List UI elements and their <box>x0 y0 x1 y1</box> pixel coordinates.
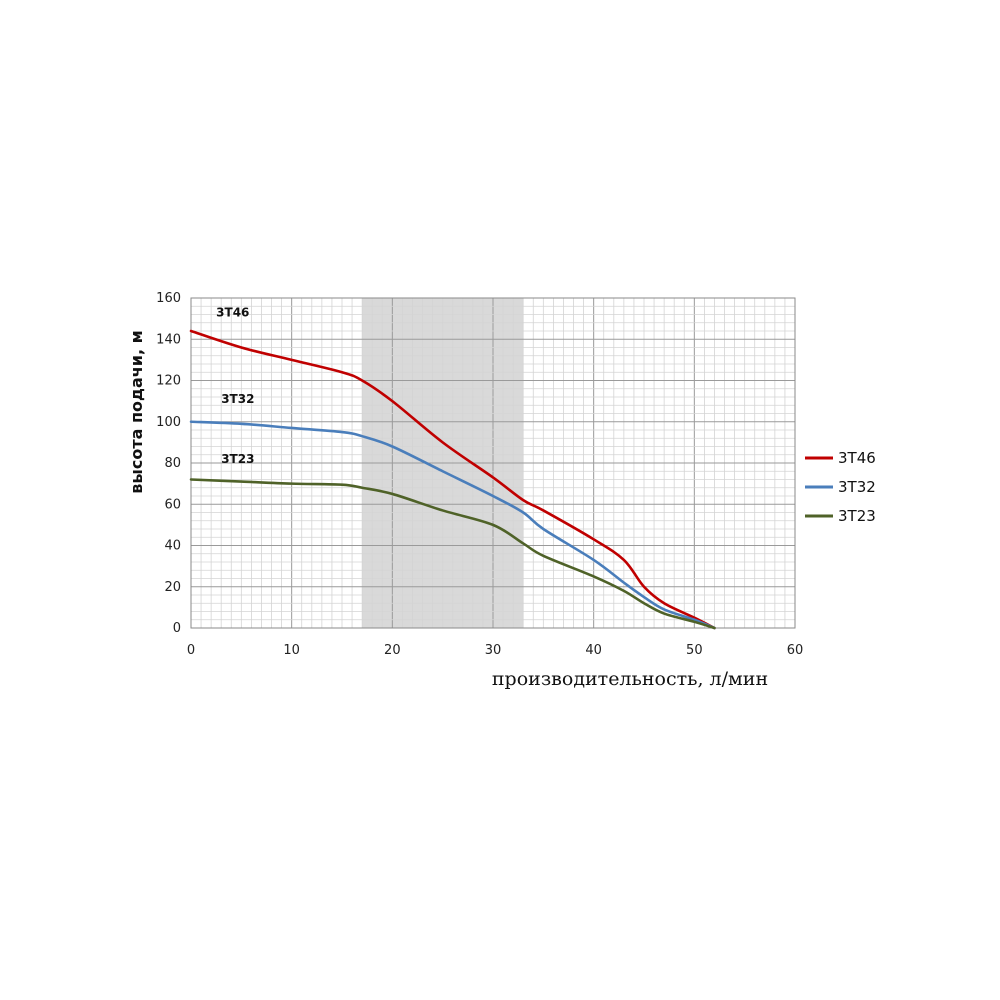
x-tick-label: 0 <box>187 643 195 658</box>
series-line-3t46 <box>189 329 716 630</box>
x-tick-label: 10 <box>283 643 300 658</box>
y-axis-label: высота подачи, м <box>127 330 146 493</box>
y-tick-label: 120 <box>156 374 181 389</box>
y-tick-label: 20 <box>164 580 181 595</box>
y-tick-label: 80 <box>164 456 181 471</box>
y-tick-label: 160 <box>156 291 181 306</box>
legend-label-3t23: 3T23 <box>838 507 876 525</box>
x-tick-label: 60 <box>787 643 804 658</box>
grid-layer <box>190 297 796 629</box>
y-tick-label: 60 <box>164 497 181 512</box>
legend-label-3t32: 3T32 <box>838 478 876 496</box>
legend: 3T46 3T32 3T23 <box>805 449 876 525</box>
curve-label-3t32: 3T32 <box>221 392 254 406</box>
x-tick-label: 40 <box>585 643 602 658</box>
curve-label-3t46: 3T46 <box>216 306 249 320</box>
y-tick-label: 140 <box>156 332 181 347</box>
curve-label-layer: 3T46 3T32 3T23 <box>216 306 254 466</box>
legend-label-3t46: 3T46 <box>838 449 876 467</box>
y-tick-label: 0 <box>173 621 181 636</box>
curve-label-3t23: 3T23 <box>221 452 254 466</box>
series-line-3t23 <box>189 478 716 630</box>
y-tick-label: 100 <box>156 415 181 430</box>
x-tick-label: 50 <box>686 643 703 658</box>
x-tick-label: 30 <box>485 643 502 658</box>
series-layer <box>189 329 716 630</box>
x-tick-label: 20 <box>384 643 401 658</box>
series-line-3t32 <box>189 420 716 630</box>
x-axis-label: производительность, л/мин <box>492 668 768 690</box>
axis-layer: 0 20 40 60 80 100 120 140 160 0 10 20 30 40 50 60 <box>156 291 803 658</box>
plot-area-border <box>190 297 796 629</box>
y-tick-label: 40 <box>164 539 181 554</box>
